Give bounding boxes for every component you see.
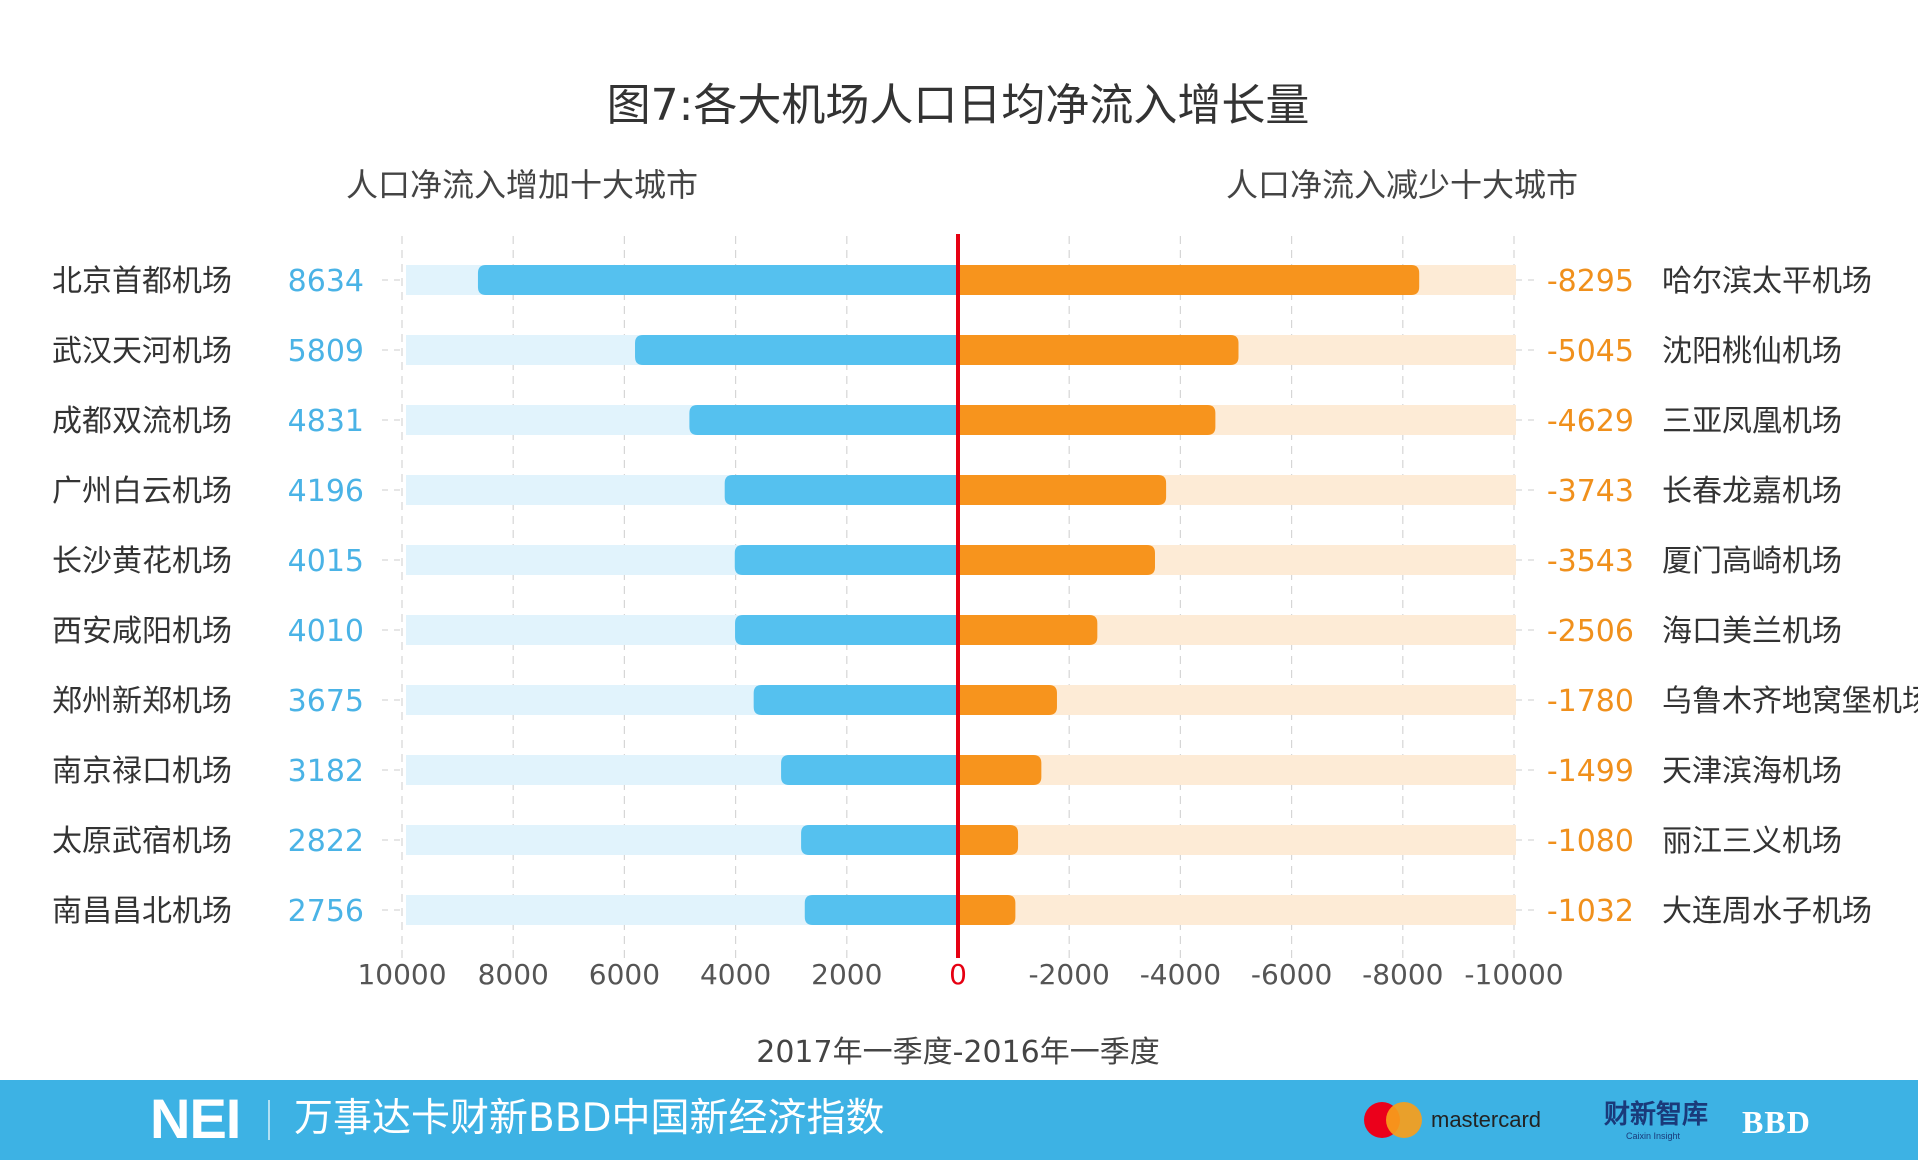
left-value-label: 4196: [288, 474, 364, 509]
right-bar-track: [958, 755, 1516, 785]
right-bar: [958, 475, 1167, 505]
left-bar: [724, 475, 958, 505]
left-value-label: 2822: [288, 824, 364, 859]
left-category-label: 郑州新郑机场: [52, 684, 232, 719]
right-value-label: -8295: [1547, 264, 1634, 299]
x-tick-label: -2000: [1029, 958, 1110, 991]
left-bar: [801, 825, 958, 855]
caixin-subtitle: Caixin Insight: [1626, 1131, 1681, 1141]
left-bar: [735, 615, 958, 645]
left-value-label: 4015: [288, 544, 364, 579]
x-tick-label: 4000: [700, 958, 771, 991]
grid-lines: [382, 236, 1540, 958]
mastercard-wordmark: mastercard: [1431, 1107, 1542, 1132]
left-value-label: 8634: [288, 264, 364, 299]
x-tick-label: -10000: [1464, 958, 1563, 991]
caixin-insight-logo: 财新智库 Caixin Insight: [1604, 1100, 1714, 1144]
right-bar: [958, 825, 1019, 855]
left-category-label: 西安咸阳机场: [52, 614, 232, 649]
left-value-label: 3182: [288, 754, 364, 789]
right-bar: [958, 335, 1239, 365]
right-category-label: 乌鲁木齐地窝堡机场: [1662, 684, 1918, 719]
x-tick-label: -4000: [1140, 958, 1221, 991]
right-category-label: 长春龙嘉机场: [1662, 474, 1842, 509]
right-bar: [958, 615, 1098, 645]
right-bar-track: [958, 895, 1516, 925]
index-name: 万事达卡财新BBD中国新经济指数: [294, 1096, 885, 1141]
nei-logo: NEI: [150, 1087, 241, 1150]
left-bar: [689, 405, 958, 435]
right-value-label: -3543: [1547, 544, 1634, 579]
x-tick-label: 0: [949, 958, 967, 991]
left-category-label: 南京禄口机场: [52, 754, 232, 789]
right-bar: [958, 405, 1216, 435]
left-value-label: 5809: [288, 334, 364, 369]
right-category-label: 天津滨海机场: [1662, 754, 1842, 789]
x-tick-label: 6000: [589, 958, 660, 991]
right-value-label: -4629: [1547, 404, 1634, 439]
right-category-label: 丽江三义机场: [1662, 824, 1842, 859]
right-bar: [958, 545, 1155, 575]
left-category-label: 长沙黄花机场: [52, 544, 232, 579]
right-bar-track: [958, 825, 1516, 855]
right-value-label: -1032: [1547, 894, 1634, 929]
left-value-label: 4831: [288, 404, 364, 439]
left-bar: [753, 685, 958, 715]
left-category-label: 北京首都机场: [52, 264, 232, 299]
mastercard-logo-icon: [1364, 1102, 1422, 1138]
bbd-logo: BBD: [1742, 1104, 1811, 1140]
right-value-label: -2506: [1547, 614, 1634, 649]
bars: [477, 265, 1420, 925]
chart-title: 图7:各大机场人口日均净流入增长量: [607, 80, 1310, 131]
left-subtitle: 人口净流入增加十大城市: [346, 166, 698, 204]
left-category-label: 武汉天河机场: [52, 334, 232, 369]
left-bar: [804, 895, 958, 925]
left-bar: [734, 545, 958, 575]
right-bar: [958, 265, 1420, 295]
x-tick-label: -8000: [1362, 958, 1443, 991]
left-bar: [477, 265, 958, 295]
right-value-label: -1080: [1547, 824, 1634, 859]
left-bar: [781, 755, 958, 785]
x-tick-label: 10000: [357, 958, 446, 991]
footer-divider: [268, 1100, 270, 1140]
right-category-label: 厦门高崎机场: [1662, 544, 1842, 579]
caixin-name: 财新智库: [1604, 1100, 1709, 1130]
x-tick-label: -6000: [1251, 958, 1332, 991]
right-category-label: 大连周水子机场: [1662, 894, 1872, 929]
right-value-label: -3743: [1547, 474, 1634, 509]
footer-bar: [0, 1080, 1918, 1160]
x-axis-label: 2017年一季度-2016年一季度: [756, 1035, 1160, 1070]
mastercard-yellow-circle: [1386, 1102, 1422, 1138]
right-subtitle: 人口净流入减少十大城市: [1226, 166, 1578, 204]
right-bar: [958, 755, 1042, 785]
right-category-label: 海口美兰机场: [1662, 614, 1842, 649]
right-bar: [958, 895, 1016, 925]
left-value-label: 2756: [288, 894, 364, 929]
right-value-label: -1499: [1547, 754, 1634, 789]
right-value-label: -5045: [1547, 334, 1634, 369]
right-category-label: 三亚凤凰机场: [1662, 404, 1842, 439]
left-category-label: 太原武宿机场: [52, 824, 232, 859]
right-value-label: -1780: [1547, 684, 1634, 719]
x-tick-label: 8000: [478, 958, 549, 991]
left-category-label: 广州白云机场: [52, 474, 232, 509]
left-value-label: 3675: [288, 684, 364, 719]
left-category-label: 南昌昌北机场: [52, 894, 232, 929]
right-category-label: 哈尔滨太平机场: [1662, 264, 1872, 299]
x-tick-label: 2000: [811, 958, 882, 991]
left-value-label: 4010: [288, 614, 364, 649]
left-bar: [635, 335, 958, 365]
right-bar: [958, 685, 1057, 715]
right-category-label: 沈阳桃仙机场: [1662, 334, 1842, 369]
left-category-label: 成都双流机场: [52, 404, 232, 439]
